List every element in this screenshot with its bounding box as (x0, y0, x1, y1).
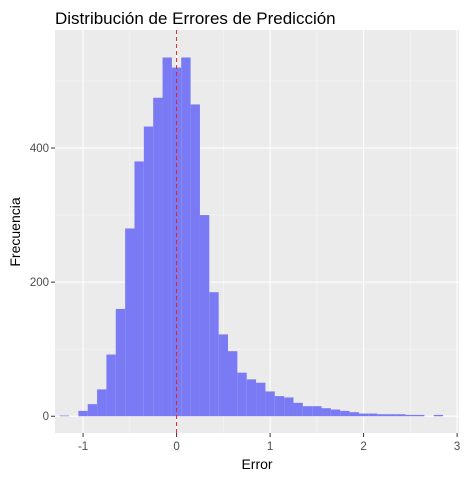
histogram-bar (340, 410, 350, 417)
histogram-bar (349, 412, 359, 417)
histogram-bar (396, 414, 406, 417)
x-tick-label: 1 (267, 441, 273, 453)
y-axis-ticks: 0 200 400 (30, 143, 55, 423)
histogram-bar (368, 413, 378, 417)
histogram-bar (256, 382, 266, 417)
y-axis-label: Frecuencia (7, 197, 23, 266)
x-tick-label: 2 (360, 441, 366, 453)
histogram-bar (87, 404, 98, 417)
histogram-bar (330, 409, 341, 417)
histogram-bar (302, 406, 313, 417)
histogram-bar (115, 308, 126, 417)
histogram-bar (59, 415, 70, 417)
histogram-bar (274, 396, 285, 417)
histogram-bar (218, 334, 229, 417)
histogram-bar (143, 126, 154, 417)
histogram-bar (433, 414, 444, 417)
histogram-bar (181, 57, 191, 417)
histogram-bar (209, 292, 219, 417)
histogram-bar (162, 57, 172, 417)
x-axis-ticks: -1 0 1 2 3 (78, 433, 460, 453)
histogram-bar (237, 372, 247, 417)
chart-title: Distribución de Errores de Predicción (55, 9, 336, 28)
minor-gridlines (55, 30, 459, 433)
y-tick-label: 400 (30, 143, 49, 155)
histogram-bar (405, 414, 416, 417)
histogram-bar (190, 104, 200, 417)
x-tick-label: 0 (173, 441, 179, 453)
x-tick-label: 3 (454, 441, 460, 453)
x-axis-label: Error (241, 456, 272, 472)
histogram-bar (125, 228, 135, 417)
histogram-bar (321, 408, 331, 417)
histogram-bar (106, 354, 116, 417)
histogram-bar (134, 161, 144, 417)
x-tick-label: -1 (78, 441, 88, 453)
histogram-bar (228, 351, 238, 417)
histogram-bar (199, 215, 210, 417)
histogram-bar (97, 389, 107, 417)
histogram-bar (415, 414, 425, 417)
histogram-bar (284, 397, 294, 417)
histogram-bar (78, 410, 88, 417)
y-tick-label: 200 (30, 277, 49, 289)
histogram-bar (293, 402, 303, 417)
histogram-bar (358, 413, 369, 417)
histogram-bar (312, 406, 322, 417)
histogram-bar (386, 414, 397, 417)
histogram-bar (377, 414, 387, 417)
y-tick-label: 0 (43, 411, 49, 423)
histogram-bar (265, 391, 275, 417)
histogram-bar (153, 97, 163, 417)
histogram-bar (246, 379, 257, 417)
